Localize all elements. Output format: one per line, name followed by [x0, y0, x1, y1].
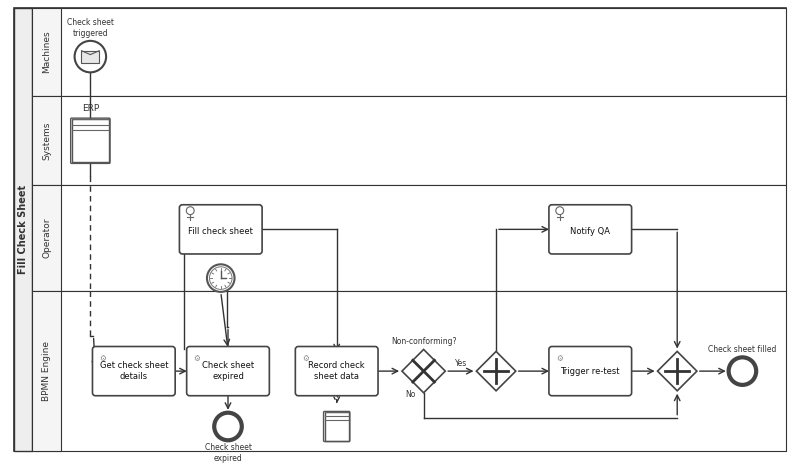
FancyBboxPatch shape: [179, 205, 262, 254]
Bar: [32, 96, 786, 185]
Bar: [32, 291, 786, 451]
Text: Fill Check Sheet: Fill Check Sheet: [18, 185, 28, 274]
Text: Trigger re-test: Trigger re-test: [561, 367, 620, 376]
Text: Operator: Operator: [42, 218, 51, 259]
Text: ⚙: ⚙: [302, 354, 309, 363]
Circle shape: [729, 357, 756, 385]
Text: Yes: Yes: [454, 359, 467, 368]
Text: ⚙: ⚙: [99, 354, 106, 363]
Text: ⚙: ⚙: [194, 354, 201, 363]
Text: Record check
sheet data: Record check sheet data: [308, 362, 365, 381]
Circle shape: [556, 207, 564, 215]
Text: Get check sheet
details: Get check sheet details: [99, 362, 168, 381]
Bar: [32, 8, 62, 96]
Text: Fill check sheet: Fill check sheet: [188, 227, 253, 236]
Circle shape: [186, 207, 194, 215]
Bar: [32, 8, 786, 96]
Polygon shape: [658, 351, 697, 391]
Bar: [82, 51, 99, 62]
Bar: [325, 412, 349, 440]
Bar: [32, 96, 62, 185]
Bar: [72, 119, 109, 163]
Circle shape: [210, 267, 232, 289]
Circle shape: [214, 413, 242, 440]
Polygon shape: [402, 350, 446, 393]
Bar: [14, 8, 32, 451]
FancyBboxPatch shape: [295, 347, 378, 396]
Text: BPMN Engine: BPMN Engine: [42, 341, 51, 401]
Text: Notify QA: Notify QA: [570, 227, 610, 236]
Circle shape: [74, 41, 106, 72]
FancyBboxPatch shape: [186, 347, 270, 396]
Text: Check sheet
expired: Check sheet expired: [205, 443, 251, 463]
Bar: [32, 291, 62, 451]
FancyBboxPatch shape: [93, 347, 175, 396]
Bar: [32, 185, 62, 291]
Text: ⚙: ⚙: [556, 354, 562, 363]
Circle shape: [207, 264, 234, 292]
Text: Non-conforming?: Non-conforming?: [391, 336, 456, 345]
FancyBboxPatch shape: [549, 347, 632, 396]
Bar: [32, 185, 786, 291]
Text: Check sheet
triggered: Check sheet triggered: [67, 19, 114, 38]
Text: Systems: Systems: [42, 122, 51, 160]
FancyBboxPatch shape: [549, 205, 632, 254]
Polygon shape: [476, 351, 516, 391]
Text: Check sheet
expired: Check sheet expired: [202, 362, 254, 381]
Text: Machines: Machines: [42, 31, 51, 74]
Text: Check sheet filled: Check sheet filled: [708, 345, 777, 354]
Text: ERP: ERP: [82, 104, 99, 113]
Text: No: No: [406, 390, 416, 399]
